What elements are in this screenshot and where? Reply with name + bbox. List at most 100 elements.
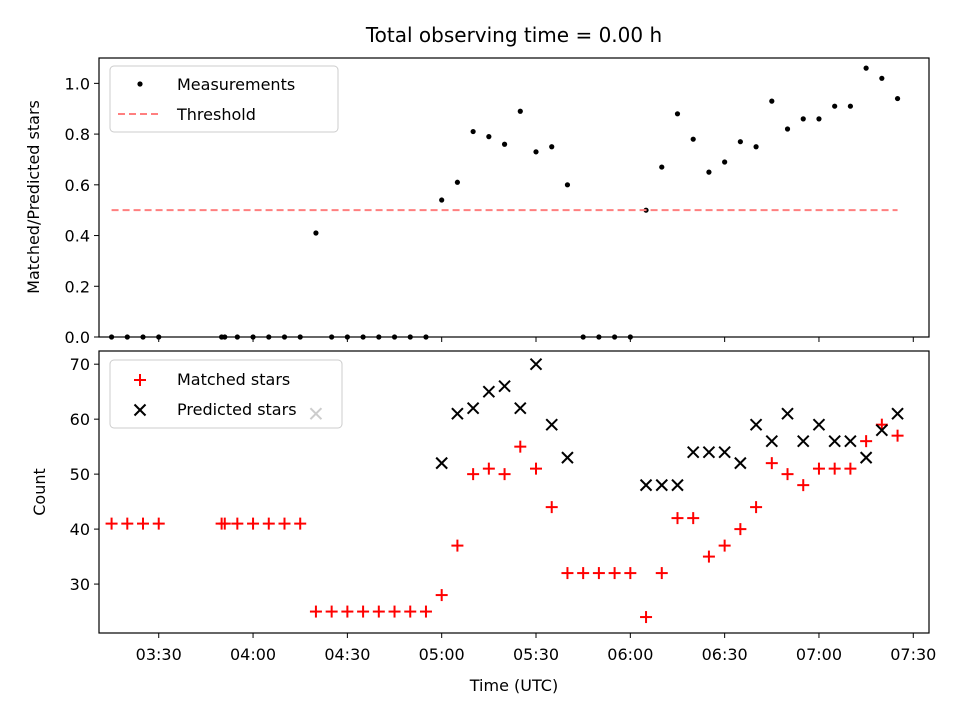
data-point: [671, 512, 684, 525]
y-tick-label: 50: [70, 465, 90, 484]
data-point: [278, 517, 291, 530]
y-tick-label: 60: [70, 410, 90, 429]
data-point: [435, 589, 448, 602]
data-point: [702, 445, 716, 459]
data-point: [718, 445, 731, 459]
data-point: [765, 434, 779, 448]
y-tick-label: 0.6: [65, 176, 90, 195]
data-point: [470, 128, 476, 135]
data-point: [294, 517, 307, 530]
x-tick-label: 03:30: [136, 645, 182, 664]
data-point: [734, 523, 747, 536]
data-point: [262, 517, 275, 530]
data-point: [439, 197, 445, 203]
data-point: [875, 418, 888, 431]
x-tick-label: 04:30: [324, 645, 370, 664]
data-point: [816, 116, 822, 122]
data-point: [875, 423, 889, 437]
data-point: [341, 605, 354, 618]
y-tick-label: 70: [70, 355, 90, 374]
data-point: [309, 605, 322, 618]
top-x-ticks: [158, 337, 914, 342]
data-point: [844, 462, 857, 475]
data-point: [859, 451, 873, 464]
legend-predicted-marker: [133, 403, 147, 417]
data-point: [749, 418, 763, 431]
x-tick-label: 04:00: [230, 645, 276, 664]
y-tick-label: 40: [70, 520, 90, 539]
data-point: [674, 111, 681, 117]
data-point: [753, 144, 759, 150]
data-point: [640, 611, 653, 624]
data-point: [812, 462, 825, 475]
legend-measurements-label: Measurements: [177, 75, 295, 94]
data-point: [690, 136, 696, 142]
data-point: [529, 357, 543, 371]
data-point: [152, 517, 165, 530]
data-point: [501, 141, 508, 147]
data-point: [388, 605, 401, 618]
data-point: [357, 605, 370, 618]
data-point: [800, 116, 806, 122]
data-point: [624, 567, 637, 580]
top-plot-area: [108, 65, 901, 340]
data-point: [404, 605, 417, 618]
data-point: [891, 429, 904, 442]
data-point: [564, 182, 571, 188]
data-point: [702, 550, 715, 563]
data-point: [514, 401, 527, 415]
data-point: [482, 462, 495, 475]
data-point: [231, 517, 244, 530]
data-point: [812, 418, 826, 431]
data-point: [784, 126, 791, 132]
bottom-y-axis-label: Count: [30, 468, 49, 516]
data-point: [121, 517, 134, 530]
data-point: [863, 65, 869, 71]
legend-threshold-label: Threshold: [176, 105, 256, 124]
bottom-legend-box: [109, 359, 343, 429]
data-point: [105, 517, 118, 530]
data-point: [514, 440, 527, 453]
data-point: [561, 567, 574, 580]
bottom-legend: Matched stars Predicted stars: [109, 359, 343, 429]
data-point: [844, 434, 857, 448]
data-point: [498, 379, 511, 393]
data-point: [545, 418, 558, 431]
x-tick-label: 06:00: [607, 645, 653, 664]
legend-measurements-marker: [137, 81, 143, 87]
x-tick-label: 05:30: [513, 645, 559, 664]
y-tick-label: 0.0: [65, 328, 90, 347]
data-point: [860, 435, 873, 448]
x-tick-label: 07:30: [890, 645, 936, 664]
data-point: [769, 98, 775, 104]
data-point: [765, 457, 778, 470]
y-tick-label: 0.4: [65, 227, 90, 246]
data-point: [706, 169, 712, 175]
y-tick-label: 0.8: [65, 125, 90, 144]
legend-matched-label: Matched stars: [177, 370, 290, 389]
legend-matched-marker: [134, 374, 146, 386]
data-point: [313, 230, 319, 236]
x-axis-label: Time (UTC): [469, 676, 558, 695]
series-measurements: [108, 65, 901, 340]
data-point: [466, 401, 480, 415]
data-point: [737, 139, 743, 145]
data-point: [687, 512, 700, 525]
data-point: [608, 567, 621, 580]
data-point: [718, 539, 731, 552]
data-point: [533, 149, 539, 155]
data-point: [530, 462, 543, 475]
data-point: [577, 567, 590, 580]
data-point: [828, 434, 841, 448]
data-point: [655, 478, 668, 492]
top-y-axis-label: Matched/Predicted stars: [24, 100, 43, 294]
bottom-y-ticks: 30 40 50 60 70: [70, 355, 99, 594]
data-point: [592, 567, 605, 580]
data-point: [482, 385, 496, 398]
data-point: [517, 108, 523, 114]
y-tick-label: 30: [70, 575, 90, 594]
data-point: [797, 479, 810, 492]
legend-predicted-label: Predicted stars: [177, 400, 297, 419]
top-legend-box: [109, 65, 339, 133]
